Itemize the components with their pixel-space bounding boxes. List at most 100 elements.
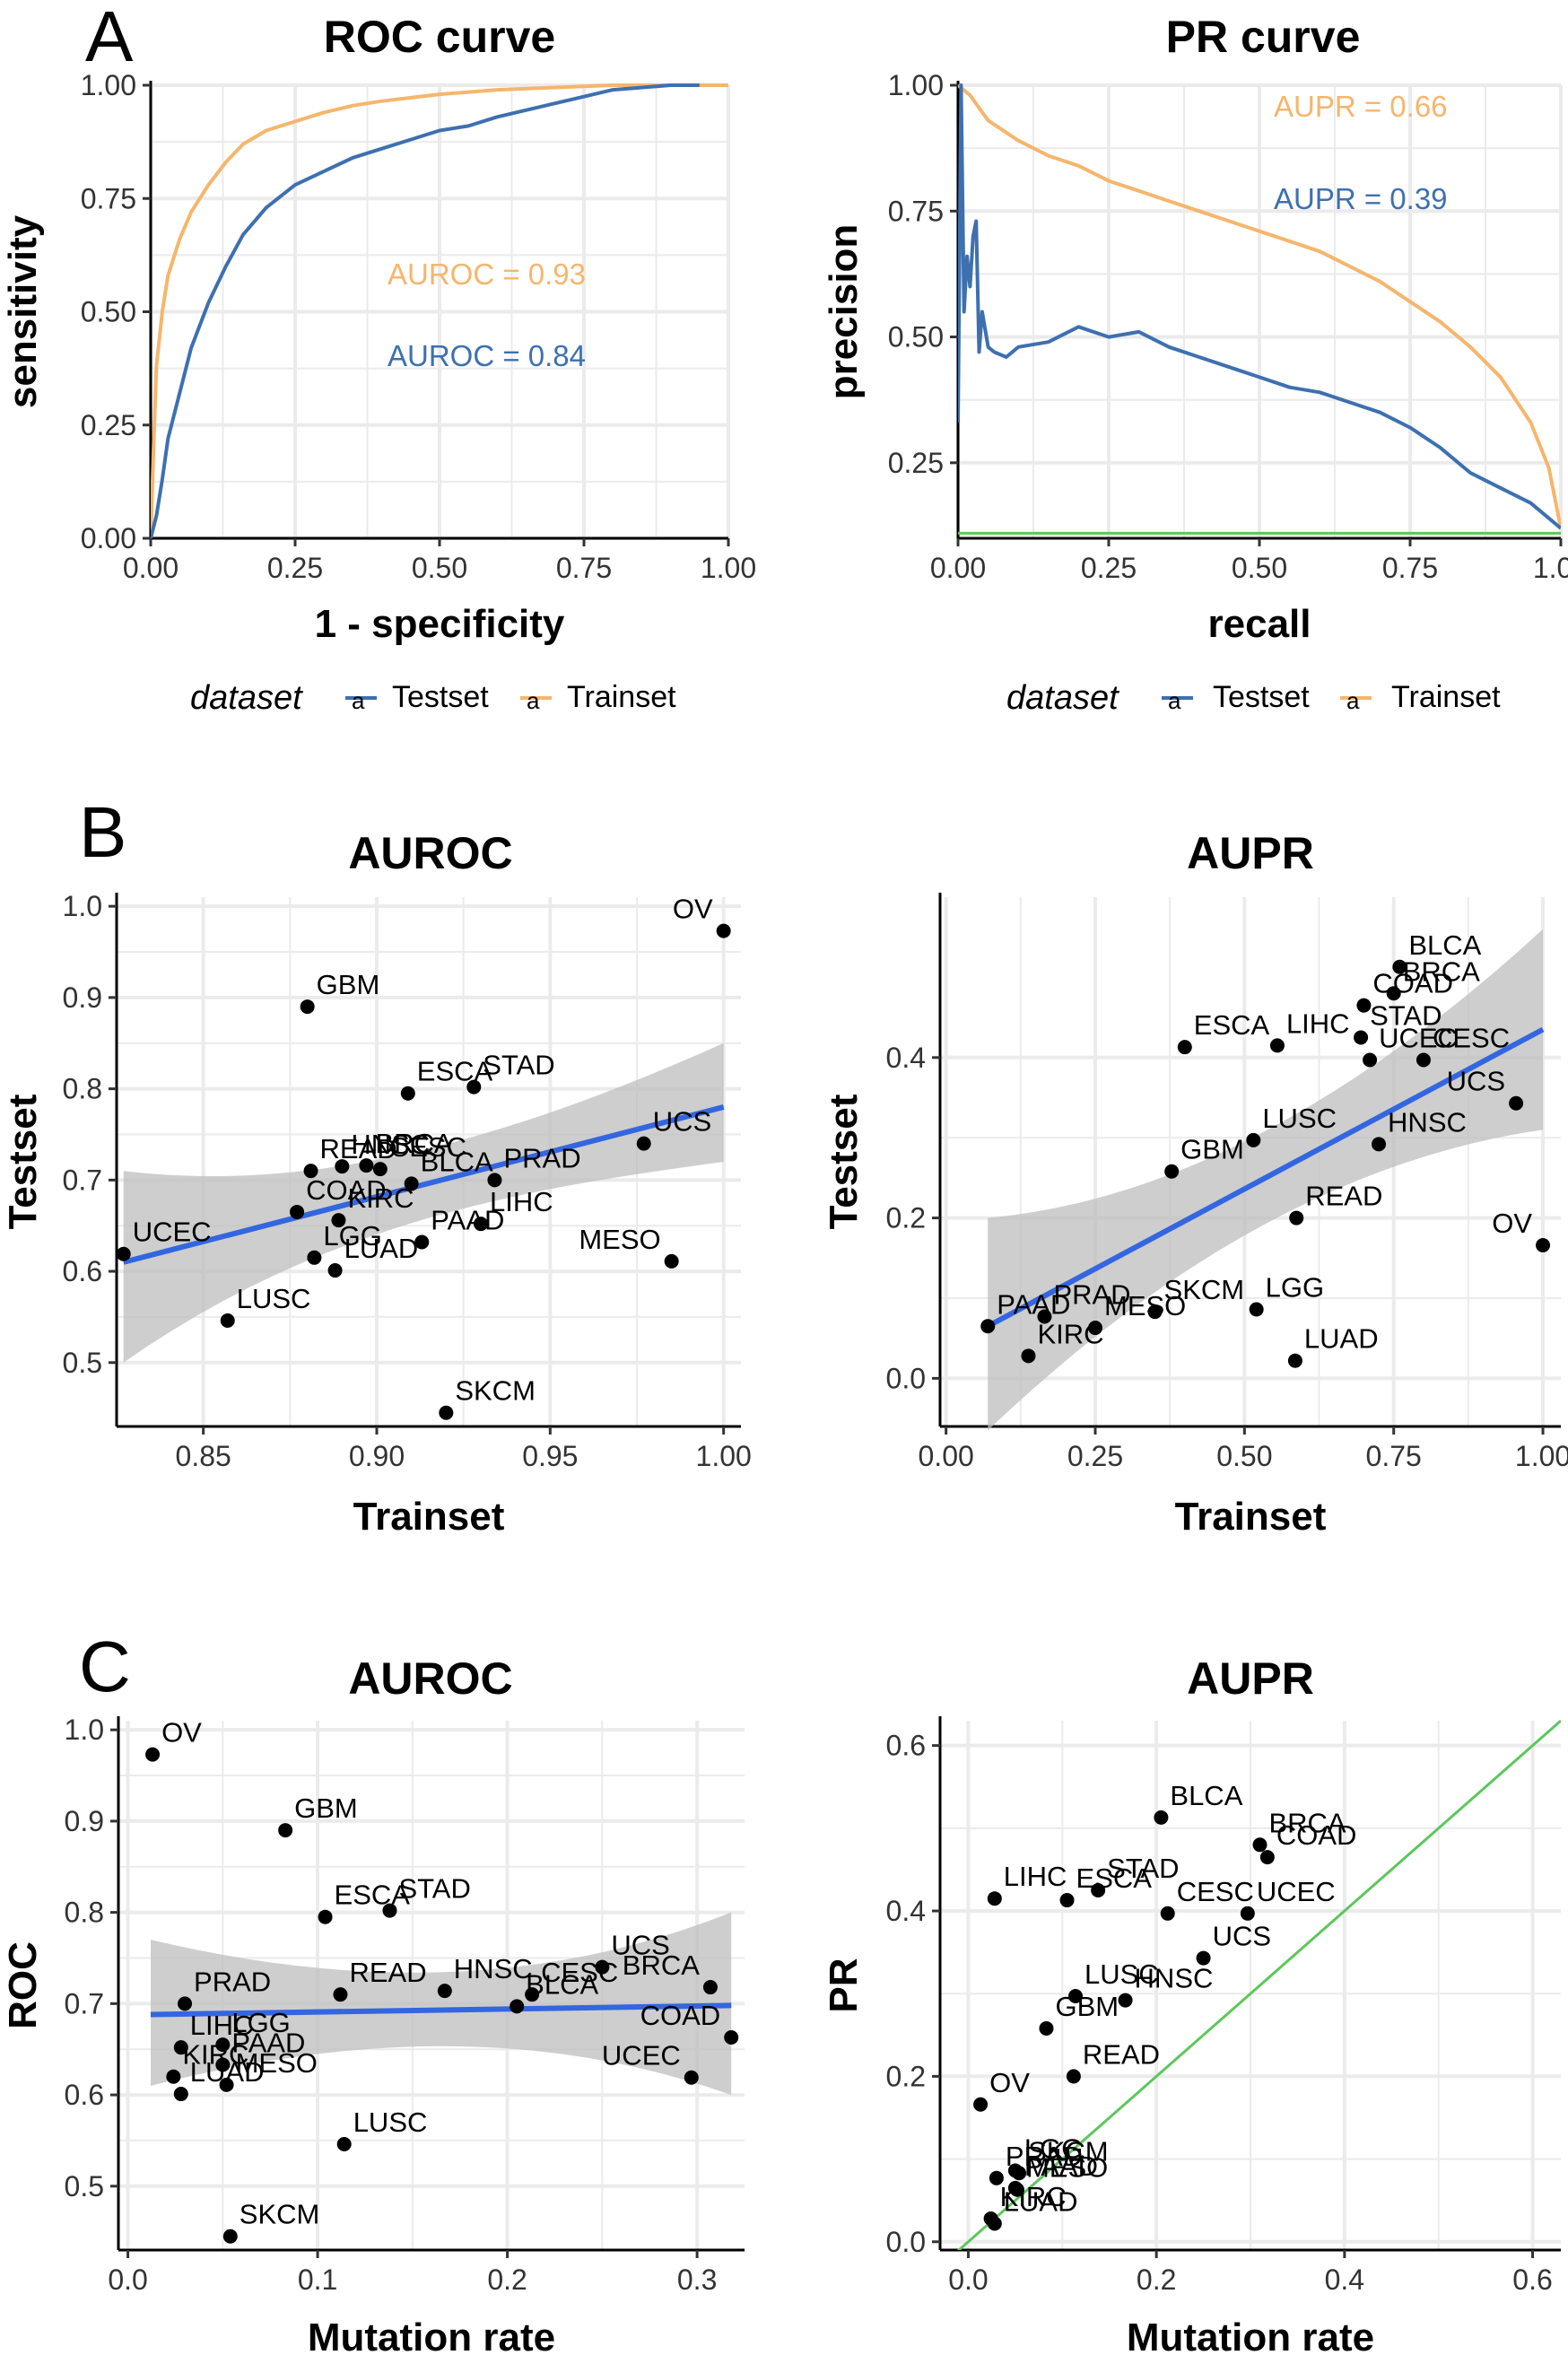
chart-b_auroc: 0.85 0.90 0.95 1.00 0.5 0.6 0.7 0.8 0.9 1.0 AUROC T… bbox=[1, 828, 752, 1539]
data-point-skcm bbox=[222, 2229, 238, 2244]
annotation-testset: AUROC = 0.84 bbox=[388, 339, 586, 372]
data-point-prad bbox=[178, 1996, 193, 2011]
point-label-cesc: CESC bbox=[1177, 1876, 1254, 1907]
x-tick-label: 0.6 bbox=[1512, 2263, 1552, 2296]
data-point-paad bbox=[414, 1234, 430, 1250]
data-point-brca bbox=[1252, 1837, 1267, 1853]
chart-title: AUROC bbox=[348, 828, 512, 878]
point-label-brca: BRCA bbox=[1268, 1807, 1346, 1838]
y-tick-label: 0.4 bbox=[886, 1042, 926, 1074]
y-axis-label: ROC bbox=[1, 1941, 45, 2029]
point-label-ucec: UCEC bbox=[133, 1217, 212, 1248]
y-tick-label: 0.4 bbox=[886, 1895, 926, 1927]
data-point-blca bbox=[510, 1999, 525, 2014]
point-label-lihc: LIHC bbox=[490, 1186, 553, 1217]
data-point-lihc bbox=[173, 2040, 188, 2055]
point-label-blca: BLCA bbox=[526, 1968, 598, 2000]
point-label-luad: LUAD bbox=[344, 1233, 419, 1264]
point-label-kirc: KIRC bbox=[347, 1182, 414, 1214]
data-point-read bbox=[1289, 1210, 1304, 1225]
data-point-ov bbox=[1536, 1237, 1551, 1252]
point-label-hnsc: HNSC bbox=[351, 1129, 430, 1160]
data-point-lusc bbox=[1246, 1132, 1261, 1147]
point-label-ucs: UCS bbox=[653, 1106, 711, 1138]
point-label-lusc: LUSC bbox=[1085, 1958, 1159, 1990]
identity-line bbox=[956, 1719, 1561, 2250]
point-label-read: READ bbox=[1305, 1181, 1382, 1212]
point-label-ucs: UCS bbox=[1447, 1066, 1505, 1097]
series-line-trainset bbox=[958, 83, 1561, 529]
data-point-blca bbox=[1392, 959, 1407, 974]
regression-line bbox=[122, 1104, 725, 1265]
point-label-gbm: GBM bbox=[317, 969, 380, 1000]
chart-pr: 0.00 0.25 0.50 0.75 1.00 0.25 0.50 0.75 1.00 PR c… bbox=[822, 12, 1568, 646]
y-tick-label: 0.0 bbox=[886, 2226, 926, 2258]
confidence-ribbon bbox=[151, 1912, 732, 2096]
svg-text:a: a bbox=[527, 687, 540, 714]
x-tick-label: 0.0 bbox=[948, 2263, 988, 2296]
x-tick-label: 0.25 bbox=[1081, 552, 1137, 584]
y-tick-label: 0.6 bbox=[886, 1730, 926, 1762]
x-tick-label: 0.4 bbox=[1325, 2263, 1364, 2296]
y-axis-label: Testset bbox=[822, 1094, 866, 1229]
data-point-lusc bbox=[336, 2137, 352, 2151]
data-point-read bbox=[303, 1164, 318, 1179]
y-tick-label: 0.75 bbox=[81, 182, 136, 214]
point-label-lusc: LUSC bbox=[353, 2106, 428, 2138]
data-point-hnsc bbox=[437, 1984, 452, 1999]
legend-roc: dataset a Testset a Trainset bbox=[190, 679, 676, 717]
series-line-trainset bbox=[151, 83, 728, 538]
point-label-coad: COAD bbox=[1276, 1819, 1357, 1851]
data-point-gbm bbox=[300, 999, 315, 1015]
data-point-esca bbox=[400, 1086, 415, 1101]
point-label-prad: PRAD bbox=[194, 1966, 271, 1997]
series-line-testset bbox=[958, 83, 1561, 530]
x-tick-label: 0.75 bbox=[1366, 1440, 1422, 1472]
data-point-paad bbox=[215, 2057, 231, 2072]
y-axis-label: Testset bbox=[1, 1094, 45, 1229]
point-label-hnsc: HNSC bbox=[1388, 1106, 1467, 1138]
point-label-ov: OV bbox=[673, 894, 713, 925]
series-line-testset bbox=[151, 83, 700, 538]
annotation-trainset: AUPR = 0.66 bbox=[1274, 90, 1448, 123]
x-tick-label: 0.50 bbox=[1232, 552, 1287, 584]
chart-c_auroc: 0.0 0.1 0.2 0.3 0.5 0.6 0.7 0.8 0.9 1.0 AUROC Mutat… bbox=[1, 1653, 745, 2355]
data-point-cesc bbox=[525, 1987, 540, 2002]
data-point-brca bbox=[359, 1158, 374, 1173]
data-point-ucs bbox=[595, 1959, 610, 1975]
data-point-kirc bbox=[331, 1213, 346, 1228]
data-point-luad bbox=[987, 2216, 1002, 2231]
data-point-ov bbox=[973, 2097, 989, 2112]
data-point-ov bbox=[145, 1747, 161, 1762]
legend-key-trainset: a bbox=[1340, 687, 1372, 714]
data-point-lihc bbox=[474, 1217, 488, 1232]
chart-title: AUROC bbox=[348, 1653, 512, 1704]
svg-text:a: a bbox=[1168, 687, 1181, 714]
data-point-stad bbox=[466, 1079, 482, 1095]
point-label-brca: BRCA bbox=[623, 1949, 700, 1981]
confidence-ribbon bbox=[123, 1042, 724, 1363]
point-label-brca: BRCA bbox=[375, 1128, 452, 1159]
point-label-kirc: KIRC bbox=[182, 2039, 248, 2071]
data-point-paad bbox=[980, 1319, 996, 1334]
x-tick-label: 0.85 bbox=[176, 1440, 231, 1472]
point-label-prad: PRAD bbox=[503, 1142, 580, 1173]
legend-label-testset: Testset bbox=[1213, 680, 1310, 714]
y-tick-label: 0.9 bbox=[65, 1805, 104, 1837]
point-label-cesc: CESC bbox=[389, 1131, 466, 1163]
x-tick-label: 0.75 bbox=[556, 552, 612, 584]
data-point-luad bbox=[327, 1263, 343, 1278]
point-label-esca: ESCA bbox=[1194, 1009, 1270, 1041]
point-label-meso: MESO bbox=[1104, 1290, 1186, 1321]
point-label-coad: COAD bbox=[640, 2000, 721, 2031]
point-label-stad: STAD bbox=[398, 1873, 470, 1905]
x-axis-label: recall bbox=[1208, 602, 1311, 646]
point-label-luad: LUAD bbox=[1304, 1323, 1379, 1355]
data-point-lihc bbox=[987, 1891, 1002, 1906]
point-label-ucs: UCS bbox=[1213, 1921, 1271, 1952]
x-tick-label: 0.1 bbox=[298, 2263, 337, 2296]
svg-text:a: a bbox=[1346, 687, 1360, 714]
point-label-stad: STAD bbox=[1107, 1853, 1179, 1884]
data-point-prad bbox=[487, 1173, 502, 1188]
data-point-meso bbox=[1009, 2182, 1024, 2197]
